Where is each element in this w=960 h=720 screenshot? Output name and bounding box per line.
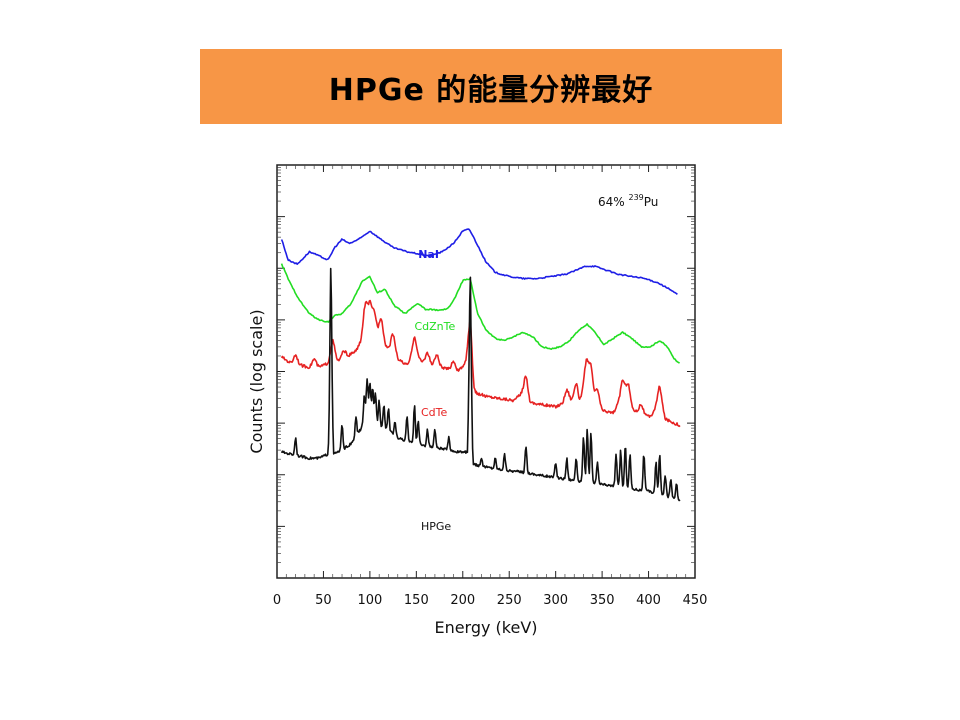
series-line-cdznte: [280, 263, 680, 364]
series-label-hpge: HPGe: [421, 520, 451, 533]
x-tick-label: 300: [543, 593, 568, 608]
slide-title: HPGe 的能量分辨最好: [328, 72, 654, 108]
x-tick-label: 50: [315, 593, 332, 608]
y-axis-title: Counts (log scale): [247, 309, 266, 453]
x-tick-label: 150: [404, 593, 429, 608]
x-tick-label: 350: [590, 593, 615, 608]
x-tick-label: 250: [497, 593, 522, 608]
series-line-nai: [280, 228, 678, 295]
x-axis-title: Energy (keV): [434, 618, 537, 637]
title-banner: HPGe 的能量分辨最好: [200, 49, 782, 124]
series-line-cdte: [280, 299, 681, 428]
x-tick-label: 200: [450, 593, 475, 608]
plot-frame: [276, 164, 696, 579]
x-tick-label: 400: [636, 593, 661, 608]
x-tick-label: 450: [683, 593, 708, 608]
series-label-cdznte: CdZnTe: [414, 320, 455, 333]
series-label-cdte: CdTe: [421, 406, 448, 419]
series-label-nai: NaI: [418, 248, 439, 261]
x-tick-label: 100: [357, 593, 382, 608]
x-tick-label: 0: [273, 593, 281, 608]
series-line-hpge: [280, 267, 681, 502]
isotope-annotation: 64% 239Pu: [598, 193, 658, 209]
